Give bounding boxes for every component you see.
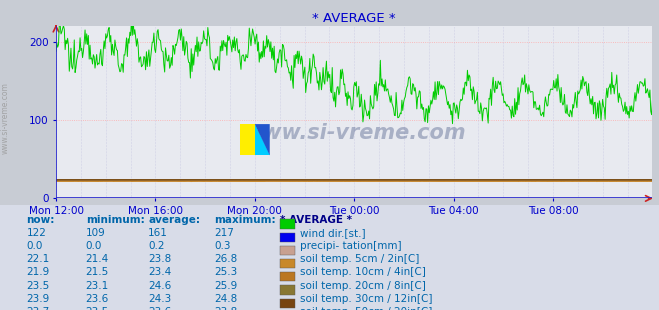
Text: maximum:: maximum:	[214, 215, 276, 225]
Text: 24.3: 24.3	[148, 294, 171, 304]
Bar	[240, 124, 255, 155]
Text: soil temp. 30cm / 12in[C]: soil temp. 30cm / 12in[C]	[300, 294, 432, 304]
Text: 26.8: 26.8	[214, 254, 237, 264]
Text: 23.1: 23.1	[86, 281, 109, 290]
Title: * AVERAGE *: * AVERAGE *	[312, 12, 396, 25]
Text: 21.9: 21.9	[26, 267, 49, 277]
Text: wind dir.[st.]: wind dir.[st.]	[300, 228, 366, 238]
Text: 109: 109	[86, 228, 105, 238]
Text: www.si-vreme.com: www.si-vreme.com	[1, 82, 10, 154]
Text: 25.3: 25.3	[214, 267, 237, 277]
Text: now:: now:	[26, 215, 55, 225]
Text: 0.0: 0.0	[86, 241, 102, 251]
Text: 23.5: 23.5	[26, 281, 49, 290]
Text: 21.4: 21.4	[86, 254, 109, 264]
Text: 23.4: 23.4	[148, 267, 171, 277]
Text: 22.1: 22.1	[26, 254, 49, 264]
Text: 23.6: 23.6	[148, 307, 171, 310]
Text: 217: 217	[214, 228, 234, 238]
Polygon shape	[255, 124, 270, 155]
Text: soil temp. 5cm / 2in[C]: soil temp. 5cm / 2in[C]	[300, 254, 419, 264]
Text: minimum:: minimum:	[86, 215, 144, 225]
Text: precipi- tation[mm]: precipi- tation[mm]	[300, 241, 401, 251]
Text: 25.9: 25.9	[214, 281, 237, 290]
Text: soil temp. 10cm / 4in[C]: soil temp. 10cm / 4in[C]	[300, 267, 426, 277]
Text: 122: 122	[26, 228, 46, 238]
Text: 21.5: 21.5	[86, 267, 109, 277]
Text: 23.6: 23.6	[86, 294, 109, 304]
Text: average:: average:	[148, 215, 200, 225]
Text: 24.8: 24.8	[214, 294, 237, 304]
Text: 0.3: 0.3	[214, 241, 231, 251]
Text: 23.7: 23.7	[26, 307, 49, 310]
Text: 23.9: 23.9	[26, 294, 49, 304]
Polygon shape	[255, 124, 270, 155]
Text: 23.8: 23.8	[148, 254, 171, 264]
Text: 161: 161	[148, 228, 168, 238]
Text: * AVERAGE *: * AVERAGE *	[280, 215, 352, 225]
Text: 23.5: 23.5	[86, 307, 109, 310]
Text: 24.6: 24.6	[148, 281, 171, 290]
Text: www.si-vreme.com: www.si-vreme.com	[243, 123, 465, 143]
Text: soil temp. 20cm / 8in[C]: soil temp. 20cm / 8in[C]	[300, 281, 426, 290]
Text: soil temp. 50cm / 20in[C]: soil temp. 50cm / 20in[C]	[300, 307, 432, 310]
Text: 0.2: 0.2	[148, 241, 165, 251]
Text: 23.8: 23.8	[214, 307, 237, 310]
Text: 0.0: 0.0	[26, 241, 43, 251]
